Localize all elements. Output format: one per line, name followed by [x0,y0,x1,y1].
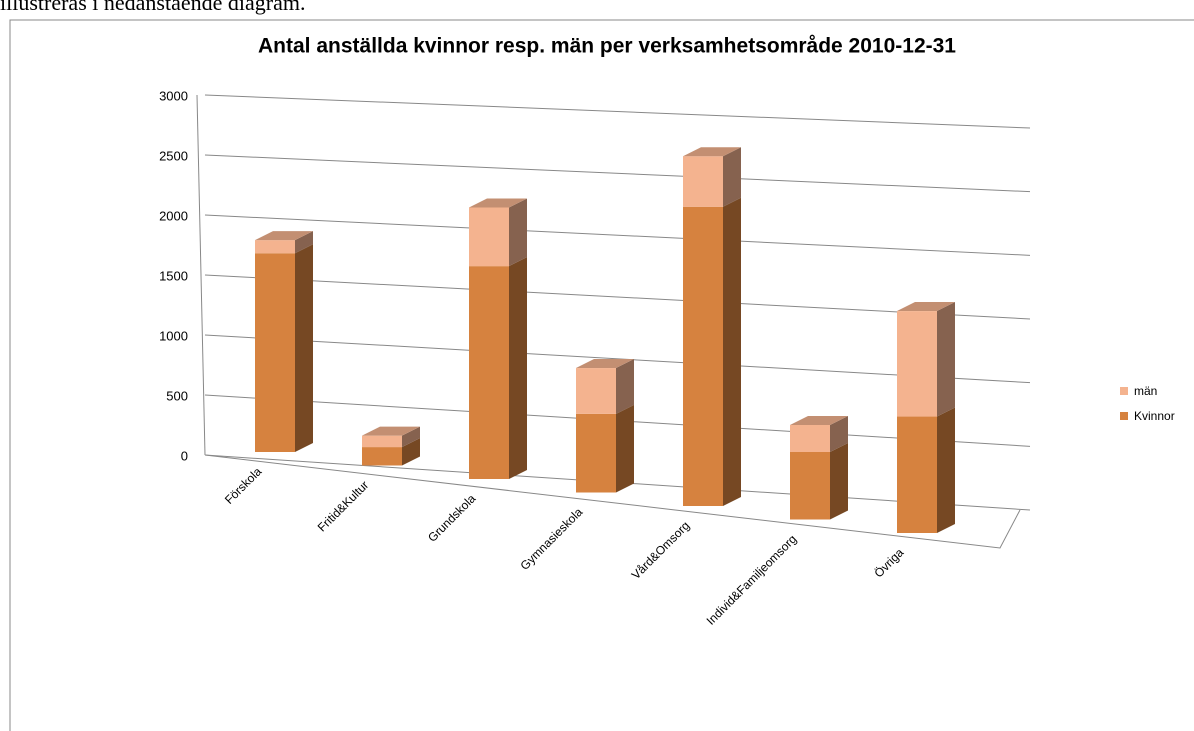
bar-front [683,156,723,207]
bar-top [255,231,313,241]
bar-front [362,435,402,448]
x-tick-label: Övriga [871,545,906,580]
bar-front [790,452,830,520]
bar-front [576,413,616,493]
bar-top [683,147,741,157]
bar-side [937,302,955,417]
bar-front [576,368,616,414]
y-tick-label: 0 [181,448,188,463]
bar-front [469,207,509,267]
grid-line [204,214,1031,256]
bar-side [616,404,634,493]
y-tick-label: 500 [166,388,188,403]
bar-side [295,244,313,452]
bar-top [790,416,848,425]
bar-side [402,426,420,448]
x-tick-label: Individ&Familjeomsorg [704,532,800,628]
bar-front [897,311,937,417]
grid-line [204,94,1031,129]
legend-label: män [1134,384,1157,398]
bar-side [830,443,848,520]
bar-top [897,302,955,312]
chart-title: Antal anställda kvinnor resp. män per ve… [258,35,956,58]
bar-side [509,257,527,479]
legend-swatch [1120,412,1128,420]
bar-front [790,425,830,452]
grid-line [204,334,1031,384]
grid-line [204,154,1031,193]
bar-top [362,426,420,436]
x-tick-label: Fritid&Kultur [315,478,372,535]
x-tick-label: Förskola [222,464,265,507]
floor [204,454,1021,549]
bar-front [469,266,509,479]
bar-front [255,240,295,254]
y-axis [196,94,206,456]
y-tick-label: 2500 [159,148,188,163]
legend-label: Kvinnor [1134,409,1175,423]
y-tick-label: 1000 [159,328,188,343]
y-tick-label: 3000 [159,88,188,103]
chart-frame [9,19,1194,731]
bar-side [937,407,955,533]
bar-front [897,416,937,533]
bar-front [362,447,402,466]
bar-side [723,147,741,207]
legend-swatch [1120,387,1128,395]
bar-side [295,231,313,254]
y-tick-label: 1500 [159,268,188,283]
caption: illustreras i nedanstående diagram. [0,0,306,15]
bar-top [576,359,634,369]
x-tick-label: Gymnasieskola [517,505,585,573]
x-tick-label: Grundskola [425,491,479,545]
bar-front [683,206,723,506]
grid-line [204,274,1031,320]
y-tick-label: 2000 [159,208,188,223]
bar-side [616,359,634,414]
bar-side [509,198,527,267]
bar-side [830,416,848,452]
bar-front [255,253,295,452]
bar-side [723,197,741,506]
bar-top [469,198,527,208]
bar-side [402,438,420,466]
x-tick-label: Vård&Omsorg [629,518,693,582]
